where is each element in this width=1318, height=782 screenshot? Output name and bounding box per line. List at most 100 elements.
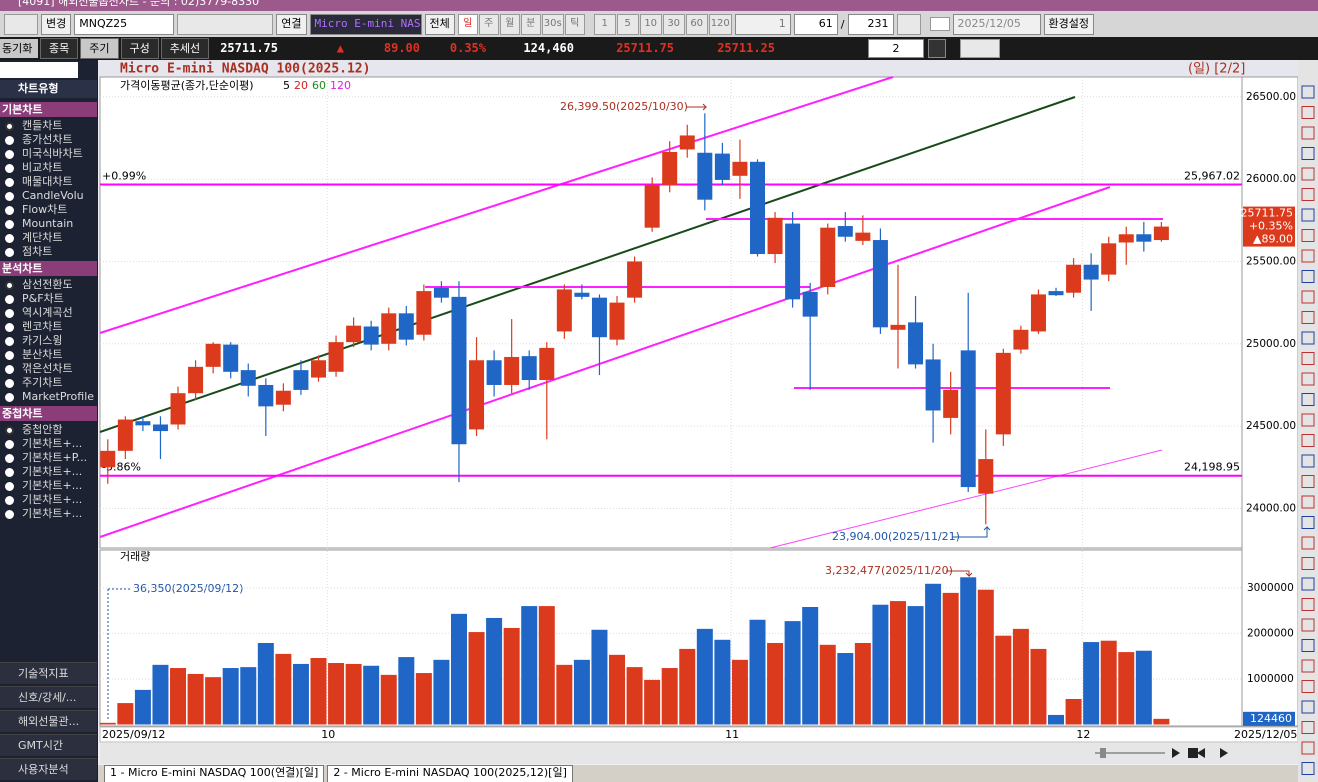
radio[interactable] <box>5 122 14 131</box>
interval-button[interactable]: 1 <box>593 13 616 35</box>
chart-type-item[interactable]: P&F차트 <box>22 292 64 305</box>
radio[interactable] <box>5 164 14 173</box>
radio[interactable] <box>5 281 14 290</box>
tool-icon[interactable] <box>1301 659 1315 673</box>
radio[interactable] <box>5 393 14 402</box>
tool-icon[interactable] <box>1301 434 1315 447</box>
icons[interactable] <box>960 39 1000 58</box>
chart-type-item[interactable]: 기본차트+... <box>22 437 83 450</box>
tool-icon[interactable] <box>1301 372 1315 386</box>
period-button[interactable]: 분 <box>520 13 541 35</box>
period-button[interactable]: 일 <box>457 13 478 35</box>
chart-type-item[interactable]: MarketProfile <box>22 390 95 403</box>
radio[interactable] <box>5 136 14 145</box>
radio[interactable] <box>5 323 14 332</box>
count[interactable]: 61 <box>793 13 838 35</box>
change-button[interactable]: 변경 <box>41 13 72 35</box>
radio[interactable] <box>5 234 14 243</box>
radio[interactable] <box>5 337 14 346</box>
chart-type-item[interactable]: 역시계곡선 <box>22 306 73 319</box>
interval-button[interactable]: 30 <box>662 13 685 35</box>
radio[interactable] <box>5 351 14 360</box>
radio[interactable] <box>5 295 14 304</box>
tool-icon[interactable] <box>1301 700 1315 714</box>
scroll-thumb[interactable] <box>1100 748 1106 758</box>
tool-icon[interactable] <box>1301 454 1315 468</box>
radio[interactable] <box>5 150 14 159</box>
chart-type-item[interactable]: 매물대차트 <box>22 175 73 188</box>
period-button[interactable]: 월 <box>499 13 520 35</box>
chart-type-item[interactable]: 기본차트+... <box>22 465 83 478</box>
tool-icon[interactable] <box>1301 577 1315 591</box>
tool-icon[interactable] <box>1301 290 1315 304</box>
radio[interactable] <box>5 454 14 463</box>
tool-icon[interactable] <box>1301 618 1315 632</box>
tool-icon[interactable] <box>1301 721 1315 734</box>
sync[interactable]: 동기화 <box>0 39 38 58</box>
radio[interactable] <box>5 192 14 201</box>
panel-button[interactable]: GMT시간 <box>0 734 97 756</box>
chart-type-item[interactable]: 기본차트+... <box>22 507 83 520</box>
radio[interactable] <box>5 379 14 388</box>
tool-icon[interactable] <box>1301 229 1315 242</box>
chart-type-item[interactable]: 분산차트 <box>22 348 63 361</box>
chart-type-item[interactable]: 꺾은선차트 <box>22 362 73 375</box>
chart-type-item[interactable]: Mountain <box>22 217 74 230</box>
tool-icon[interactable] <box>1301 495 1315 509</box>
chart-type-item[interactable]: 비교차트 <box>22 161 63 174</box>
all-button[interactable]: 전체 <box>424 13 455 35</box>
panel-button[interactable]: 기술적지표 <box>0 662 97 684</box>
icon[interactable] <box>4 13 38 35</box>
settings-button[interactable]: 환경설정 <box>1043 13 1094 35</box>
search-icon[interactable] <box>896 13 921 35</box>
chart-type-item[interactable]: 카기스윙 <box>22 334 63 347</box>
chart-type-item[interactable]: 기본차트+... <box>22 479 83 492</box>
radio[interactable] <box>5 426 14 435</box>
tool-icon[interactable] <box>1301 188 1315 201</box>
tool-icon[interactable] <box>1301 331 1315 345</box>
radio[interactable] <box>5 220 14 229</box>
radio[interactable] <box>5 206 14 215</box>
layout-select[interactable]: 2 <box>868 39 924 58</box>
radio[interactable] <box>5 510 14 519</box>
date[interactable]: 2025/12/05 <box>952 13 1041 35</box>
panel-button[interactable]: 해외선물관... <box>0 710 97 732</box>
chart-type-item[interactable]: Flow차트 <box>22 203 68 216</box>
period-button[interactable]: 주 <box>478 13 499 35</box>
tab[interactable]: 종목 <box>40 38 79 59</box>
tool-icon[interactable] <box>1301 536 1315 550</box>
tool-icon[interactable] <box>1301 106 1315 119</box>
tool-icon[interactable] <box>1301 126 1315 140</box>
tool-icon[interactable] <box>1301 413 1315 427</box>
tool-icon[interactable] <box>1301 475 1315 488</box>
chart-type-item[interactable]: 중첩안함 <box>22 423 63 436</box>
chart-type-item[interactable]: 기본차트+... <box>22 493 83 506</box>
chart-type-item[interactable]: 렌코차트 <box>22 320 63 333</box>
window-tab[interactable]: 1 - Micro E-mini NASDAQ 100(연결)[일] <box>104 765 325 782</box>
tool-icon[interactable] <box>1301 167 1315 181</box>
symbol-select[interactable]: MNQZ25 <box>74 13 175 35</box>
tool-icon[interactable] <box>1301 639 1315 652</box>
chart-type-item[interactable]: 계단차트 <box>22 231 63 244</box>
tab[interactable]: 추세선 <box>160 38 210 59</box>
tool-icon[interactable] <box>1301 762 1315 775</box>
interval-button[interactable]: 60 <box>685 13 708 35</box>
interval-button[interactable]: 120 <box>708 13 732 35</box>
chart-type-item[interactable]: 주기차트 <box>22 376 63 389</box>
multiplier[interactable]: 1 <box>734 13 791 35</box>
checkbox[interactable] <box>929 17 950 31</box>
interval-button[interactable]: 10 <box>639 13 662 35</box>
radio[interactable] <box>5 248 14 257</box>
period-button[interactable]: 30s <box>541 13 564 35</box>
tool-icon[interactable] <box>1301 147 1315 160</box>
tool-icon[interactable] <box>1301 249 1315 263</box>
tab[interactable]: 주기 <box>80 38 119 59</box>
add-button[interactable] <box>928 39 946 58</box>
radio[interactable] <box>5 440 14 449</box>
chart-type-item[interactable]: 캔들차트 <box>22 119 63 132</box>
chart-type-item[interactable]: 삼선전환도 <box>22 278 73 291</box>
chart-type-item[interactable]: 점차트 <box>22 245 53 258</box>
radio[interactable] <box>5 178 14 187</box>
tool-icon[interactable] <box>1301 208 1315 222</box>
radio[interactable] <box>5 482 14 491</box>
